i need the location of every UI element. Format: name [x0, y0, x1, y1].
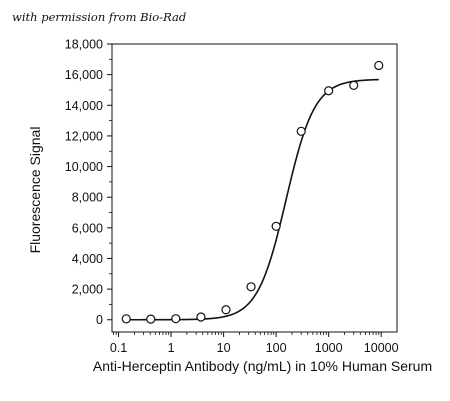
- y-tick-label: 12,000: [65, 129, 103, 143]
- data-point: [296, 126, 306, 136]
- data-point: [324, 86, 334, 96]
- plot-area: 0.1 1 10 100 1000 10000 0 2,000 4,000 6,000 8,000 1…: [27, 38, 432, 375]
- data-point: [171, 314, 181, 324]
- y-tick-label: 10,000: [65, 160, 103, 174]
- plot-frame: [111, 43, 398, 333]
- data-point: [196, 312, 206, 322]
- x-tick-label: 0.1: [110, 341, 127, 355]
- x-tick-label: 1: [168, 341, 175, 355]
- data-point: [221, 305, 231, 315]
- data-point: [121, 314, 131, 324]
- y-tick-label: 6,000: [72, 221, 103, 235]
- x-axis-title: Anti-Herceptin Antibody (ng/mL) in 10% H…: [93, 358, 432, 374]
- y-tick-label: 4,000: [72, 252, 103, 266]
- x-tick-label: 1000: [315, 341, 343, 355]
- data-point: [374, 60, 384, 71]
- y-tick-label: 18,000: [65, 38, 103, 52]
- x-tick-label: 10000: [364, 341, 399, 355]
- data-point: [271, 221, 281, 231]
- data-point: [146, 314, 156, 324]
- y-tick-label: 0: [96, 313, 103, 327]
- credit-text: with permission from Bio-Rad: [12, 10, 186, 24]
- data-point: [246, 282, 256, 292]
- y-axis-title: Fluorescence Signal: [27, 127, 43, 254]
- y-tick-label: 14,000: [65, 99, 103, 113]
- x-tick-label: 100: [266, 341, 287, 355]
- x-tick-label: 10: [217, 341, 231, 355]
- data-point: [349, 80, 359, 90]
- y-tick-label: 16,000: [65, 68, 103, 82]
- y-tick-label: 8,000: [72, 191, 103, 205]
- fit-curve-line: [126, 78, 379, 321]
- y-tick-label: 2,000: [72, 283, 103, 297]
